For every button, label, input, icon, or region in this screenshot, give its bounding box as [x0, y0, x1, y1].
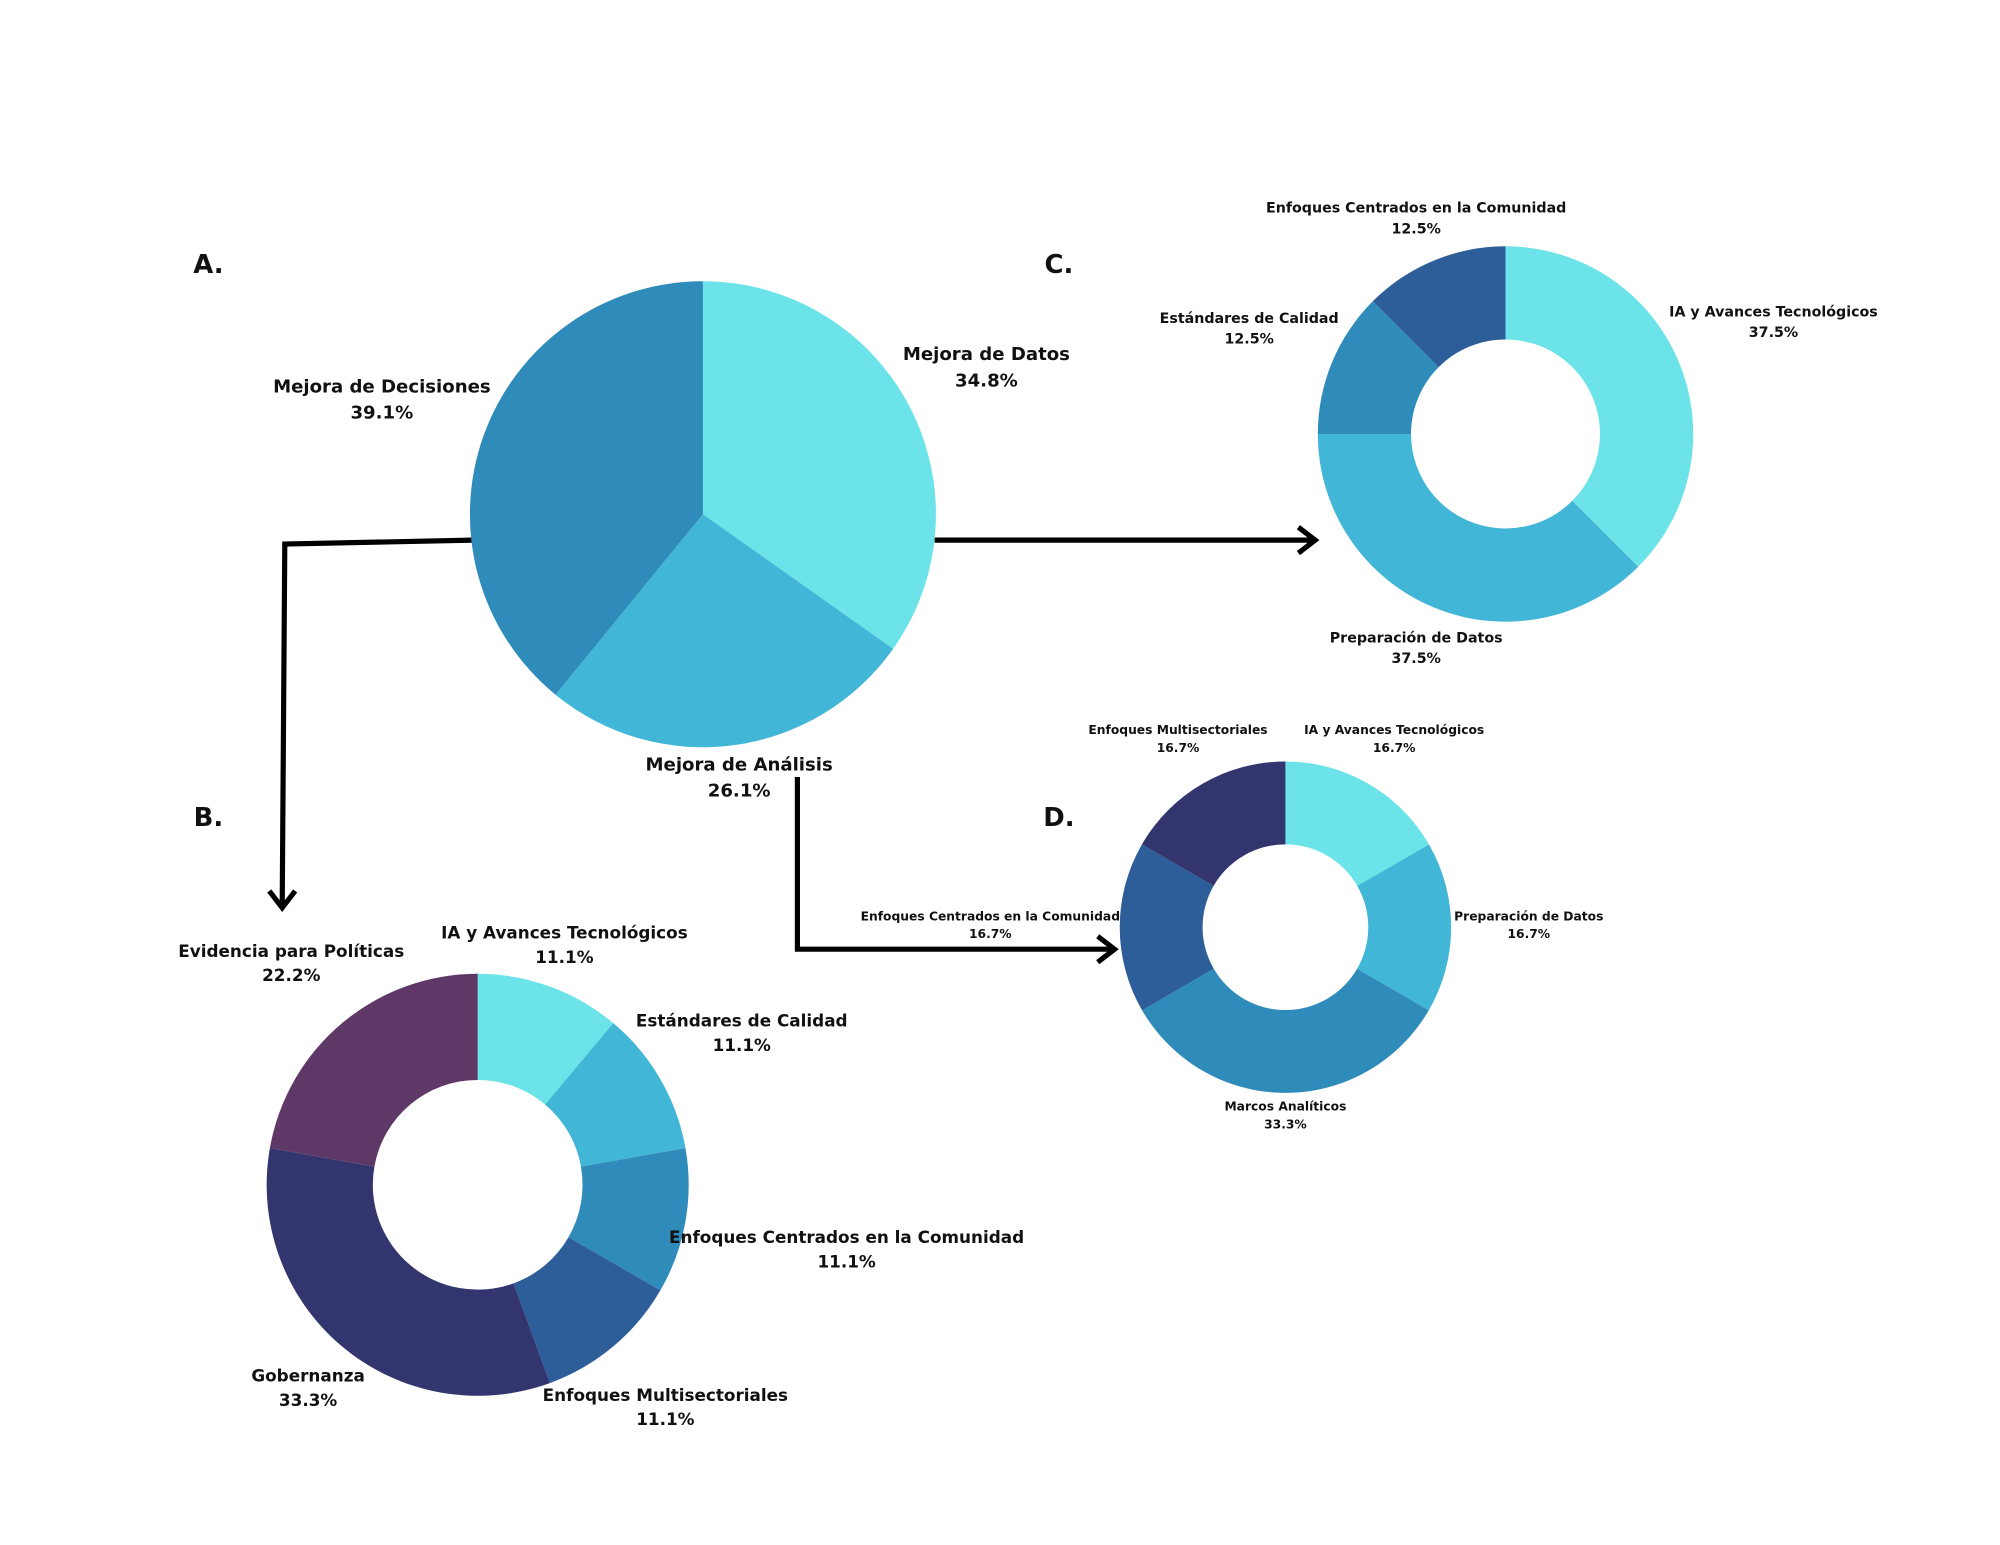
value-label: 37.5%: [1749, 325, 1798, 341]
segment-label: Evidencia para Políticas: [178, 941, 404, 961]
segment: [266, 1148, 550, 1396]
segment-label: Enfoques Centrados en la Comunidad: [1266, 201, 1566, 217]
panel-label: A.: [193, 250, 223, 280]
value-label: 34.8%: [955, 370, 1018, 391]
value-label: 12.5%: [1225, 331, 1274, 347]
value-label: 16.7%: [969, 927, 1012, 941]
arrow: [794, 777, 1114, 952]
segment: [1372, 246, 1506, 368]
segment: [513, 1237, 661, 1384]
segment-label: IA y Avances Tecnológicos: [441, 923, 688, 943]
value-label: 11.1%: [636, 1409, 694, 1429]
segment: [469, 281, 703, 695]
segment: [1357, 844, 1452, 1011]
value-label: 33.3%: [1264, 1117, 1307, 1131]
panel-label: C.: [1044, 250, 1073, 280]
segment-label: Mejora de Decisiones: [273, 376, 491, 397]
value-label: 16.7%: [1157, 741, 1200, 755]
value-label: 22.2%: [262, 965, 320, 985]
segment-label: Mejora de Datos: [903, 344, 1070, 365]
chart-donut: B. IA y Avances Tecnológicos 11.1% Estándar…: [178, 803, 1024, 1429]
value-label: 11.1%: [713, 1035, 771, 1055]
segment: [568, 1148, 689, 1291]
segment-label: Enfoques Multisectoriales: [1088, 723, 1267, 737]
value-label: 16.7%: [1373, 741, 1416, 755]
segment: [1141, 761, 1286, 886]
connectors: [267, 525, 1320, 965]
arrow: [279, 537, 473, 907]
segment-label: Preparación de Datos: [1454, 909, 1603, 923]
segment: [702, 281, 936, 649]
panel-label: D.: [1043, 803, 1074, 833]
segment: [1119, 844, 1214, 1011]
segment: [1285, 761, 1430, 886]
value-label: 16.7%: [1507, 927, 1550, 941]
value-label: 26.1%: [708, 781, 771, 802]
segment: [555, 514, 894, 748]
segment-label: IA y Avances Tecnológicos: [1304, 723, 1484, 737]
value-label: 11.1%: [535, 947, 593, 967]
value-label: 12.5%: [1392, 221, 1441, 237]
value-label: 39.1%: [350, 403, 413, 424]
segment: [1505, 246, 1694, 567]
segment-label: Preparación de Datos: [1330, 631, 1503, 647]
segment-label: Gobernanza: [251, 1365, 365, 1385]
chart-donut: C. IA y Avances Tecnológicos 37.5% Preparac…: [1044, 201, 1877, 667]
value-label: 11.1%: [817, 1251, 875, 1271]
segment-label: Marcos Analíticos: [1224, 1100, 1346, 1114]
segment-label: Estándares de Calidad: [636, 1011, 848, 1031]
arrow-head: [1296, 525, 1320, 556]
segment-label: Enfoques Centrados en la Comunidad: [669, 1227, 1024, 1247]
arrow-head: [267, 889, 298, 913]
panel-label: B.: [194, 803, 224, 833]
chart-pie: A. Mejora de Datos 34.8% Mejora de Análisis…: [193, 250, 1070, 801]
segment: [269, 973, 478, 1167]
segment-label: IA y Avances Tecnológicos: [1669, 304, 1878, 320]
chart-donut: D. IA y Avances Tecnológicos 16.7% Preparac…: [861, 723, 1604, 1132]
segment: [477, 973, 614, 1105]
segment-label: Enfoques Centrados en la Comunidad: [861, 909, 1120, 923]
value-label: 37.5%: [1392, 651, 1441, 667]
segment: [1317, 301, 1439, 434]
segment-label: Enfoques Multisectoriales: [543, 1385, 788, 1405]
segment: [1317, 433, 1639, 622]
segment: [1142, 968, 1429, 1093]
value-label: 33.3%: [279, 1390, 337, 1410]
arrow-head: [1096, 934, 1119, 965]
segment-label: Mejora de Análisis: [646, 754, 833, 775]
segment: [545, 1023, 686, 1167]
segment-label: Estándares de Calidad: [1160, 311, 1339, 327]
